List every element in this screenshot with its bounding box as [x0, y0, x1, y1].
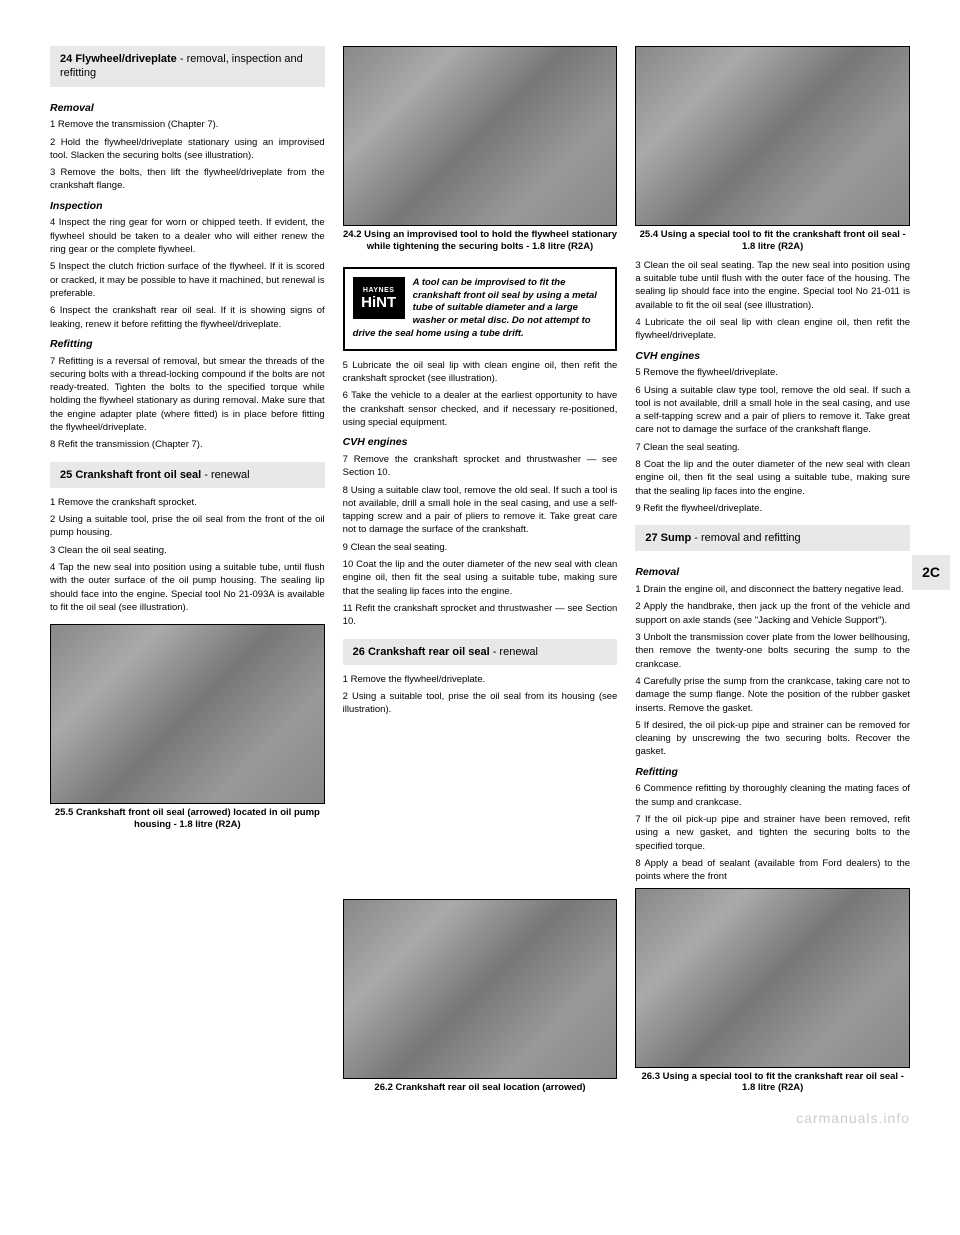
column-3: 25.4 Using a special tool to fit the cra…	[635, 40, 910, 1100]
para: 1 Remove the flywheel/driveplate.	[343, 673, 618, 686]
figure-26-2: 26.2 Crankshaft rear oil seal location (…	[343, 899, 618, 1094]
para: 5 Remove the flywheel/driveplate.	[635, 366, 910, 379]
section-25-num: 25	[60, 469, 72, 481]
figure-25-4-image	[635, 46, 910, 226]
col3-body: 3 Clean the oil seal seating. Tap the ne…	[635, 259, 910, 519]
para: 3 Remove the bolts, then lift the flywhe…	[50, 166, 325, 193]
section-24-title: Flywheel/driveplate	[75, 53, 176, 65]
figure-24-2-image	[343, 46, 618, 226]
figure-25-4: 25.4 Using a special tool to fit the cra…	[635, 46, 910, 253]
para: 1 Drain the engine oil, and disconnect t…	[635, 583, 910, 596]
figure-25-5-caption: 25.5 Crankshaft front oil seal (arrowed)…	[50, 807, 325, 831]
hint-label: HiNT	[361, 295, 396, 310]
section-26-header: 26 Crankshaft rear oil seal - renewal	[343, 639, 618, 665]
figure-24-2: 24.2 Using an improvised tool to hold th…	[343, 46, 618, 253]
para: 8 Refit the transmission (Chapter 7).	[50, 438, 325, 451]
refitting-heading: Refitting	[635, 765, 910, 780]
column-1: 24 Flywheel/driveplate - removal, inspec…	[50, 40, 325, 1100]
haynes-hint-box: HAYNES HiNT A tool can be improvised to …	[343, 267, 618, 351]
haynes-hint-badge: HAYNES HiNT	[353, 277, 405, 319]
section-24-body: Removal 1 Remove the transmission (Chapt…	[50, 95, 325, 456]
figure-25-4-caption: 25.4 Using a special tool to fit the cra…	[635, 229, 910, 253]
figure-26-2-image	[343, 899, 618, 1079]
section-27-num: 27	[645, 532, 657, 544]
para: 7 If the oil pick-up pipe and strainer h…	[635, 813, 910, 853]
section-27-body: Removal 1 Drain the engine oil, and disc…	[635, 559, 910, 887]
refitting-heading: Refitting	[50, 337, 325, 352]
removal-heading: Removal	[50, 101, 325, 116]
para: 2 Using a suitable tool, prise the oil s…	[50, 513, 325, 540]
section-25-subtitle: - renewal	[201, 469, 249, 481]
para: 4 Carefully prise the sump from the cran…	[635, 675, 910, 715]
para: 6 Using a suitable claw type tool, remov…	[635, 384, 910, 437]
section-25-title: Crankshaft front oil seal	[75, 469, 201, 481]
para: 2 Apply the handbrake, then jack up the …	[635, 600, 910, 627]
figure-25-5: 25.5 Crankshaft front oil seal (arrowed)…	[50, 624, 325, 831]
removal-heading: Removal	[635, 565, 910, 580]
inspection-heading: Inspection	[50, 199, 325, 214]
para: 3 Clean the oil seal seating. Tap the ne…	[635, 259, 910, 312]
figure-26-3: 26.3 Using a special tool to fit the cra…	[635, 888, 910, 1095]
section-26-title: Crankshaft rear oil seal	[368, 646, 490, 658]
column-2: 24.2 Using an improvised tool to hold th…	[343, 40, 618, 1100]
para: 10 Coat the lip and the outer diameter o…	[343, 558, 618, 598]
watermark: carmanuals.info	[796, 1109, 910, 1128]
section-25-header: 25 Crankshaft front oil seal - renewal	[50, 462, 325, 488]
para: 8 Using a suitable claw tool, remove the…	[343, 484, 618, 537]
col2-body: 5 Lubricate the oil seal lip with clean …	[343, 359, 618, 633]
para: 4 Inspect the ring gear for worn or chip…	[50, 216, 325, 256]
section-27-header: 27 Sump - removal and refitting	[635, 525, 910, 551]
para: 7 Remove the crankshaft sprocket and thr…	[343, 453, 618, 480]
para: 2 Using a suitable tool, prise the oil s…	[343, 690, 618, 717]
para: 6 Inspect the crankshaft rear oil seal. …	[50, 304, 325, 331]
section-27-title: Sump	[661, 532, 692, 544]
para: 7 Refitting is a reversal of removal, bu…	[50, 355, 325, 435]
section-26-num: 26	[353, 646, 365, 658]
para: 5 Lubricate the oil seal lip with clean …	[343, 359, 618, 386]
para: 6 Commence refitting by thoroughly clean…	[635, 782, 910, 809]
para: 1 Remove the transmission (Chapter 7).	[50, 118, 325, 131]
cvh-heading: CVH engines	[343, 435, 618, 450]
para: 6 Take the vehicle to a dealer at the ea…	[343, 389, 618, 429]
para: 8 Coat the lip and the outer diameter of…	[635, 458, 910, 498]
figure-25-5-image	[50, 624, 325, 804]
section-25-body: 1 Remove the crankshaft sprocket. 2 Usin…	[50, 496, 325, 618]
para: 8 Apply a bead of sealant (available fro…	[635, 857, 910, 884]
para: 2 Hold the flywheel/driveplate stationar…	[50, 136, 325, 163]
figure-26-3-image	[635, 888, 910, 1068]
para: 5 If desired, the oil pick-up pipe and s…	[635, 719, 910, 759]
section-24-header: 24 Flywheel/driveplate - removal, inspec…	[50, 46, 325, 87]
figure-26-3-caption: 26.3 Using a special tool to fit the cra…	[635, 1071, 910, 1095]
para: 4 Tap the new seal into position using a…	[50, 561, 325, 614]
figure-26-2-caption: 26.2 Crankshaft rear oil seal location (…	[343, 1082, 618, 1094]
para: 1 Remove the crankshaft sprocket.	[50, 496, 325, 509]
para: 11 Refit the crankshaft sprocket and thr…	[343, 602, 618, 629]
cvh-heading: CVH engines	[635, 349, 910, 364]
section-27-subtitle: - removal and refitting	[691, 532, 800, 544]
figure-24-2-caption: 24.2 Using an improvised tool to hold th…	[343, 229, 618, 253]
page-container: 24 Flywheel/driveplate - removal, inspec…	[50, 40, 910, 1100]
section-26-body: 1 Remove the flywheel/driveplate. 2 Usin…	[343, 673, 618, 721]
section-26-subtitle: - renewal	[490, 646, 538, 658]
para: 9 Clean the seal seating.	[343, 541, 618, 554]
side-tab: 2C	[912, 555, 950, 590]
para: 3 Unbolt the transmission cover plate fr…	[635, 631, 910, 671]
section-24-num: 24	[60, 53, 72, 65]
para: 3 Clean the oil seal seating.	[50, 544, 325, 557]
para: 4 Lubricate the oil seal lip with clean …	[635, 316, 910, 343]
para: 5 Inspect the clutch friction surface of…	[50, 260, 325, 300]
para: 7 Clean the seal seating.	[635, 441, 910, 454]
para: 9 Refit the flywheel/driveplate.	[635, 502, 910, 515]
